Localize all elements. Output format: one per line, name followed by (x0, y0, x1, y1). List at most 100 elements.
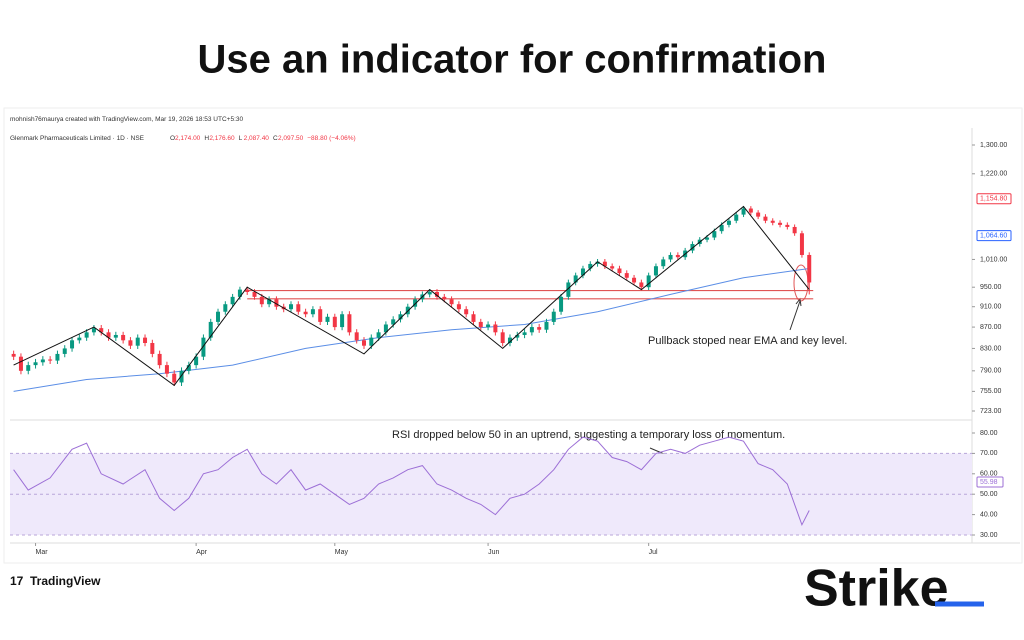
y-tick-label: 1,220.00 (980, 171, 1007, 178)
candle-body (289, 304, 294, 310)
candle-body (237, 289, 242, 297)
candle-body (230, 296, 235, 305)
y-tick-label: 790.00 (980, 368, 1002, 375)
candle-body (267, 299, 272, 305)
candle-body (391, 319, 396, 325)
y-tick-label: 755.00 (980, 388, 1002, 395)
ohlc-label: L (239, 135, 243, 142)
candle-body (201, 337, 206, 357)
candle-body (172, 373, 177, 383)
candle-body (62, 348, 67, 354)
candle-body (464, 309, 469, 315)
candle-body (522, 332, 527, 335)
candle-body (157, 353, 162, 366)
candle-body (785, 224, 790, 227)
candle-body (486, 324, 491, 328)
candle-body (194, 356, 199, 366)
candle-body (135, 337, 140, 346)
candle-body (128, 340, 133, 346)
candle-body (252, 292, 257, 297)
candle-body (551, 311, 556, 322)
candle-body (580, 268, 585, 276)
candle-body (559, 296, 564, 312)
rsi-line (13, 436, 810, 527)
candle-body (354, 332, 359, 341)
candle-body (310, 309, 315, 315)
candle-body (186, 365, 191, 371)
x-tick-label: May (335, 549, 349, 556)
candle-body (748, 208, 753, 213)
candle-body (705, 237, 710, 240)
candle-body (332, 316, 337, 328)
x-tick-label: Jun (488, 549, 499, 556)
y-tick-label: 1,300.00 (980, 142, 1007, 149)
candle-body (449, 299, 454, 305)
candle-body (588, 263, 593, 269)
candle-body (493, 324, 498, 333)
candle-body (675, 254, 680, 258)
candle-body (770, 220, 775, 223)
candle-body (40, 359, 45, 363)
candle-body (26, 365, 31, 371)
candle-body (274, 299, 279, 307)
rsi-tick-label: 30.00 (980, 532, 998, 539)
candle-body (347, 314, 352, 333)
y-tick-label: 870.00 (980, 324, 1002, 331)
candle-body (734, 214, 739, 221)
candle-body (413, 299, 418, 307)
rsi-tick-label: 60.00 (980, 471, 998, 478)
candle-body (48, 359, 53, 361)
ohlc-label: H (204, 135, 209, 142)
ema-line (13, 268, 810, 392)
candle-body (245, 289, 250, 293)
price-annotation: Pullback stoped near EMA and key level. (648, 335, 847, 347)
candle-body (763, 216, 768, 221)
candle-body (376, 332, 381, 338)
candle-body (18, 356, 23, 371)
brand-logo: Strike (804, 560, 949, 618)
price-marker-box (976, 193, 1012, 205)
symbol: Glenmark Pharmaceuticals Limited · 1D · … (10, 135, 145, 142)
tradingview-text: TradingView (30, 574, 101, 588)
ohlc-value: 2,176.60 (209, 135, 235, 142)
ohlc-label: C (273, 135, 278, 142)
chart: mohnish76maurya created with TradingView… (3, 107, 1023, 564)
candle-body (325, 316, 330, 322)
candle-body (296, 304, 301, 312)
y-tick-label: 1,010.00 (980, 256, 1007, 263)
annotation-arrow (789, 300, 801, 331)
candle-body (617, 268, 622, 274)
candle-body (653, 266, 658, 276)
price-marker-label: 1,154.80 (980, 196, 1007, 203)
candle-body (690, 243, 695, 251)
x-tick-label: Mar (36, 549, 49, 556)
price-marker-label: 1,064.60 (980, 232, 1007, 239)
x-tick-label: Jul (649, 549, 658, 556)
candle-body (434, 292, 439, 297)
rsi-tick-label: 40.00 (980, 511, 998, 518)
candle-body (84, 332, 89, 338)
rsi-annotation: RSI dropped below 50 in an uptrend, sugg… (392, 429, 785, 441)
candle-body (624, 273, 629, 278)
ohlc-value: 2,097.50 (278, 135, 304, 142)
zigzag-line (13, 205, 810, 387)
candle-body (610, 266, 615, 269)
rsi-tick-label: 50.00 (980, 491, 998, 498)
candle-body (164, 365, 169, 374)
highlight-ellipse (793, 264, 809, 302)
candle-body (55, 353, 60, 361)
candle-body (91, 328, 96, 333)
candle-body (515, 334, 520, 338)
rsi-tick-label: 80.00 (980, 430, 998, 437)
candle-body (646, 275, 651, 288)
candle-body (778, 222, 783, 225)
candle-body (726, 220, 731, 225)
candle-body (719, 224, 724, 232)
rsi-marker-box (976, 476, 1004, 488)
candle-body (807, 254, 812, 283)
candle-body (216, 311, 221, 322)
candle-body (427, 292, 432, 295)
candle-body (500, 332, 505, 343)
ohlc-value: 2,087.40 (244, 135, 270, 142)
candle-body (456, 304, 461, 310)
